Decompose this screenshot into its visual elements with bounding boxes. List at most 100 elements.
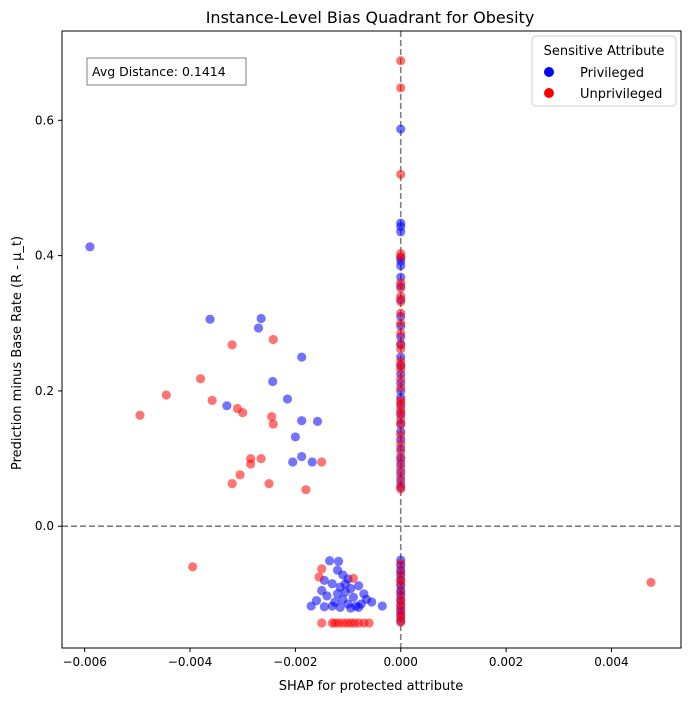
data-point [325, 556, 335, 566]
x-tick-label: −0.002 [273, 655, 317, 669]
data-point [396, 579, 406, 589]
y-tick-label: 0.0 [35, 519, 54, 533]
legend-label-privileged: Privileged [580, 66, 644, 81]
data-point [335, 602, 345, 613]
data-point [268, 334, 278, 345]
data-point [327, 601, 337, 611]
data-point [222, 401, 232, 411]
legend: Sensitive Attribute Privileged Unprivile… [531, 35, 677, 107]
data-point [297, 416, 307, 426]
data-point [301, 485, 311, 495]
data-point [327, 579, 337, 589]
data-point [282, 394, 293, 404]
axes: −0.006 −0.004 −0.002 0.000 0.002 0.004 0.0 0.2 0… [35, 30, 682, 669]
chart-title: Instance-Level Bias Quadrant for Obesity [206, 8, 535, 27]
data-point [377, 601, 387, 611]
data-point [396, 587, 406, 598]
data-points [85, 56, 656, 628]
data-point [396, 439, 406, 449]
data-point [307, 457, 317, 467]
data-point [267, 412, 277, 422]
data-point [235, 470, 245, 480]
y-tick-label: 0.2 [35, 384, 54, 398]
data-point [340, 579, 351, 589]
data-point [396, 420, 406, 430]
plot-area [62, 31, 681, 648]
data-point [396, 56, 406, 66]
data-point [256, 313, 266, 324]
data-point [297, 451, 307, 462]
data-point [256, 453, 266, 464]
data-point [396, 447, 406, 457]
data-point [396, 484, 406, 494]
data-point [205, 314, 215, 324]
data-point [396, 430, 406, 440]
data-point [319, 602, 329, 612]
y-tick-label: 0.6 [35, 113, 54, 127]
data-point [364, 618, 374, 628]
legend-frame [531, 35, 677, 107]
data-point [396, 83, 406, 93]
data-point [253, 323, 264, 333]
plot-background [62, 31, 681, 648]
y-tick-label: 0.4 [35, 249, 54, 263]
data-point [396, 169, 406, 180]
data-point [348, 573, 358, 583]
data-point [353, 581, 364, 591]
data-point [306, 601, 316, 611]
data-point [396, 328, 406, 339]
data-point [85, 242, 95, 252]
data-point [227, 479, 237, 489]
annotation-text: Avg Distance: 0.1414 [92, 64, 226, 79]
data-point [396, 364, 406, 374]
data-point [227, 340, 237, 350]
data-point [396, 471, 406, 481]
data-point [314, 572, 324, 582]
data-point [188, 562, 198, 572]
data-point [135, 410, 145, 420]
data-point [396, 398, 406, 408]
data-point [396, 261, 406, 271]
annotation-frame [86, 57, 247, 86]
data-point [327, 618, 337, 628]
data-point [646, 577, 656, 587]
data-point [297, 352, 307, 362]
data-point [361, 594, 372, 604]
data-point [288, 457, 298, 467]
data-point [317, 564, 327, 574]
series-unprivileged [135, 56, 656, 628]
data-point [312, 416, 323, 426]
data-point [396, 227, 406, 237]
data-point [396, 252, 406, 262]
data-point [317, 585, 327, 596]
data-point [264, 479, 274, 489]
data-point [396, 283, 406, 293]
data-point [396, 318, 406, 328]
legend-label-unprivileged: Unprivileged [580, 87, 662, 102]
data-point [396, 344, 406, 354]
data-point [396, 297, 406, 307]
x-tick-label: −0.004 [168, 655, 212, 669]
data-point [317, 457, 327, 467]
data-point [238, 407, 248, 418]
data-point [246, 459, 256, 469]
data-point [161, 390, 171, 400]
data-point [396, 374, 406, 384]
data-point [396, 558, 406, 569]
plot-frame [61, 30, 682, 649]
legend-title: Sensitive Attribute [544, 44, 665, 59]
x-tick-label: 0.000 [384, 655, 418, 669]
x-tick-label: 0.002 [489, 655, 523, 669]
data-point [207, 395, 217, 405]
data-point [396, 382, 406, 393]
x-tick-label: 0.004 [594, 655, 628, 669]
data-point [396, 124, 406, 134]
data-point [396, 455, 406, 465]
annotation-box: Avg Distance: 0.1414 [86, 57, 247, 86]
data-point [195, 374, 206, 384]
y-axis-label: Prediction minus Base Rate (R - μ_t) [10, 236, 25, 470]
data-point [333, 556, 344, 567]
legend-marker-privileged [544, 67, 554, 77]
data-point [268, 376, 278, 387]
